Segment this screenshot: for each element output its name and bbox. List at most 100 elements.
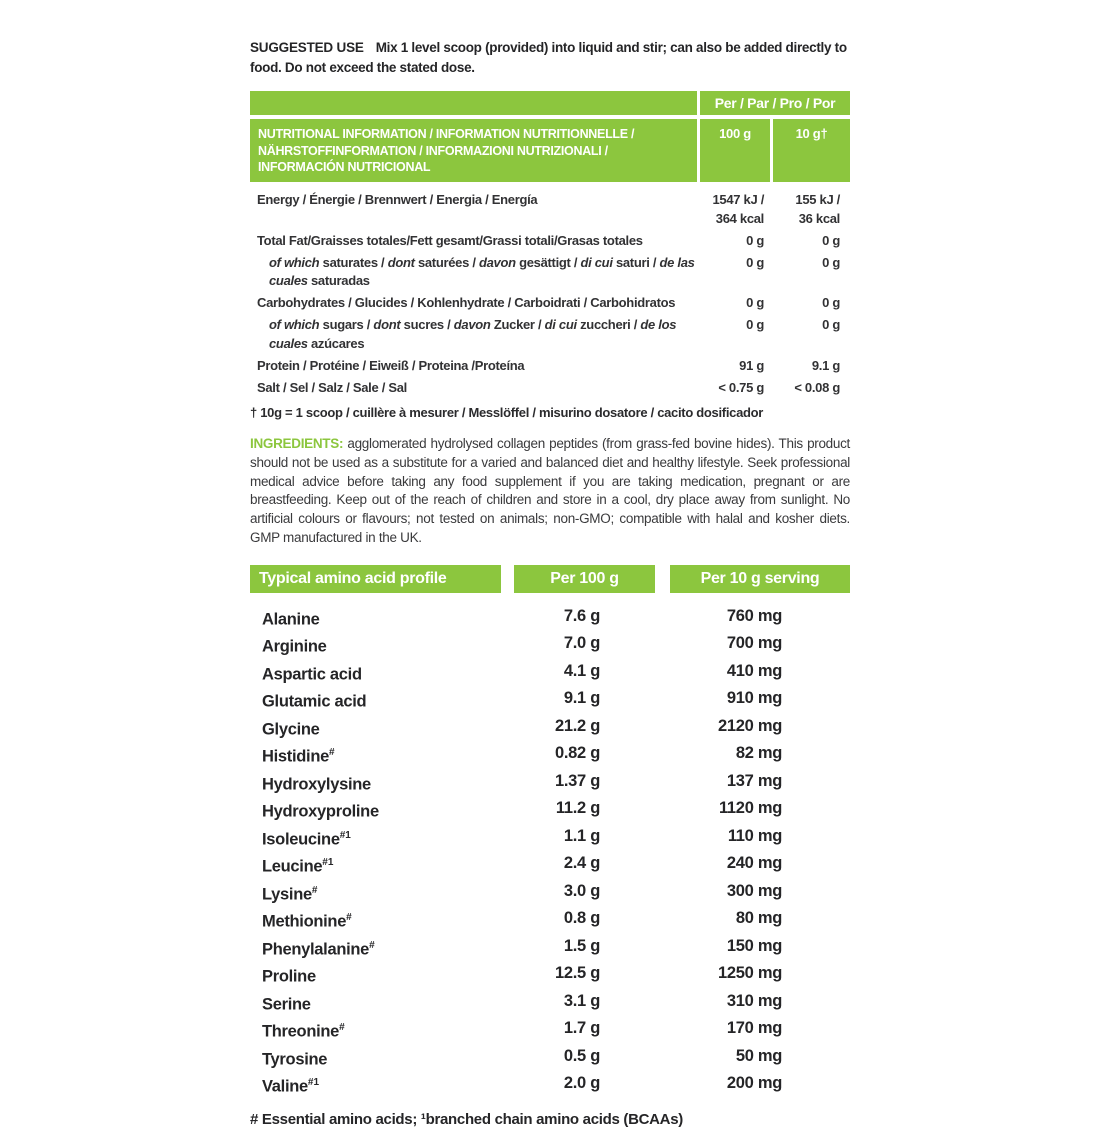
per-header-label: Per / Par / Pro / Por bbox=[700, 91, 850, 115]
column-header-100g: 100 g bbox=[700, 119, 770, 182]
amino-value-100g: 3.0 g bbox=[563, 881, 600, 900]
row-label: Salt / Sel / Salz / Sale / Sal bbox=[257, 379, 407, 395]
row-label: Protein / Protéine / Eiweiß / Proteina /… bbox=[257, 357, 525, 373]
per-header-bar: Per / Par / Pro / Por bbox=[250, 91, 850, 115]
amino-name: Alanine bbox=[262, 610, 320, 629]
value-10g: 0 g bbox=[822, 232, 840, 248]
per-header-spacer bbox=[250, 91, 697, 115]
amino-value-100g: 1.5 g bbox=[563, 936, 600, 955]
amino-value-10g: 110 mg bbox=[727, 826, 782, 845]
amino-value-100g: 0.5 g bbox=[563, 1046, 600, 1065]
amino-value-10g: 200 mg bbox=[726, 1074, 782, 1093]
value-100g: 0 g bbox=[746, 254, 764, 270]
ingredients-section: INGREDIENTS: agglomerated hydrolysed col… bbox=[250, 435, 850, 548]
column-header-10g: 10 g† bbox=[773, 119, 850, 182]
row-label: Total Fat/Graisses totales/Fett gesamt/G… bbox=[257, 232, 643, 248]
amino-value-10g: 170 mg bbox=[726, 1019, 782, 1038]
suggested-use-label: SUGGESTED USE bbox=[250, 40, 364, 55]
ingredients-text: agglomerated hydrolysed collagen peptide… bbox=[250, 436, 850, 545]
amino-row-valine: Valine#1 2.0 g 200 mg bbox=[250, 1071, 850, 1099]
amino-value-100g: 7.0 g bbox=[563, 634, 600, 653]
nutrition-table-title: NUTRITIONAL INFORMATION / INFORMATION NU… bbox=[250, 119, 697, 182]
amino-value-10g: 82 mg bbox=[735, 744, 782, 763]
amino-row-phenylalanine: Phenylalanine# 1.5 g 150 mg bbox=[250, 934, 850, 962]
amino-value-100g: 2.4 g bbox=[563, 854, 600, 873]
amino-table-header: Typical amino acid profile Per 100 g Per… bbox=[250, 564, 850, 593]
amino-row-methionine: Methionine# 0.8 g 80 mg bbox=[250, 906, 850, 934]
amino-value-10g: 150 mg bbox=[726, 936, 782, 955]
amino-value-100g: 3.1 g bbox=[563, 991, 600, 1010]
amino-value-100g: 1.1 g bbox=[563, 826, 600, 845]
table-row-saturates: of which saturates / dont saturées / dav… bbox=[250, 254, 850, 291]
ingredients-label: INGREDIENTS: bbox=[250, 436, 344, 451]
amino-value-100g: 0.8 g bbox=[563, 909, 600, 928]
amino-acid-table: Typical amino acid profile Per 100 g Per… bbox=[250, 564, 850, 1128]
amino-value-10g: 410 mg bbox=[726, 661, 782, 680]
table-row-carbohydrates: Carbohydrates / Glucides / Kohlenhydrate… bbox=[250, 294, 850, 313]
value-10g: 0 g bbox=[822, 295, 840, 310]
row-label: Energy / Énergie / Brennwert / Energia /… bbox=[257, 192, 538, 207]
value-10g: 0 g bbox=[822, 254, 840, 270]
amino-row-tyrosine: Tyrosine 0.5 g 50 mg bbox=[250, 1044, 850, 1072]
row-label: Carbohydrates / Glucides / Kohlenhydrate… bbox=[257, 295, 676, 310]
amino-value-10g: 760 mg bbox=[726, 606, 782, 625]
amino-value-100g: 1.37 g bbox=[555, 771, 600, 790]
table-row-sugars: of which sugars / dont sucres / davon Zu… bbox=[250, 316, 850, 353]
amino-row-histidine: Histidine# 0.82 g 82 mg bbox=[250, 741, 850, 769]
amino-value-100g: 21.2 g bbox=[555, 716, 600, 735]
amino-name: Serine bbox=[262, 995, 311, 1014]
amino-name: Glutamic acid bbox=[262, 692, 367, 711]
amino-value-100g: 2.0 g bbox=[563, 1074, 600, 1093]
amino-value-10g: 50 mg bbox=[735, 1046, 782, 1065]
amino-name: Methionine# bbox=[262, 912, 352, 931]
amino-value-10g: 300 mg bbox=[726, 881, 782, 900]
amino-row-threonine: Threonine# 1.7 g 170 mg bbox=[250, 1016, 850, 1044]
amino-name: Leucine#1 bbox=[262, 857, 334, 876]
amino-row-hydroxylysine: Hydroxylysine 1.37 g 137 mg bbox=[250, 769, 850, 797]
amino-row-serine: Serine 3.1 g 310 mg bbox=[250, 989, 850, 1017]
amino-name: Histidine# bbox=[262, 747, 335, 766]
amino-value-100g: 9.1 g bbox=[563, 689, 600, 708]
value-100g: 91 g bbox=[739, 357, 764, 373]
amino-value-100g: 11.2 g bbox=[555, 799, 600, 818]
amino-name: Isoleucine#1 bbox=[262, 829, 351, 849]
suggested-use-section: SUGGESTED USE Mix 1 level scoop (provided… bbox=[250, 38, 850, 78]
row-label: of which sugars / dont sucres / davon Zu… bbox=[269, 317, 677, 351]
value-100g: 1547 kJ / 364 kcal bbox=[712, 192, 764, 226]
amino-value-10g: 137 mg bbox=[726, 771, 782, 790]
amino-row-glutamic-acid: Glutamic acid 9.1 g 910 mg bbox=[250, 686, 850, 714]
amino-row-alanine: Alanine 7.6 g 760 mg bbox=[250, 604, 850, 632]
essential-amino-footnote: # Essential amino acids; ¹branched chain… bbox=[250, 1110, 683, 1128]
amino-value-10g: 310 mg bbox=[726, 991, 782, 1010]
amino-value-100g: 1.7 g bbox=[563, 1019, 600, 1038]
suggested-use-text: Mix 1 level scoop (provided) into liquid… bbox=[250, 40, 847, 75]
amino-header-per10g: Per 10 g serving bbox=[670, 564, 850, 593]
amino-name: Hydroxyproline bbox=[262, 802, 379, 821]
amino-name: Proline bbox=[262, 967, 316, 986]
amino-header-profile: Typical amino acid profile bbox=[250, 564, 501, 593]
amino-row-arginine: Arginine 7.0 g 700 mg bbox=[250, 631, 850, 659]
amino-name: Lysine# bbox=[262, 884, 318, 904]
amino-name: Hydroxylysine bbox=[262, 775, 371, 794]
scoop-footnote: † 10g = 1 scoop / cuillère à mesurer / M… bbox=[250, 405, 764, 420]
amino-name: Glycine bbox=[262, 720, 320, 739]
value-100g: 0 g bbox=[746, 232, 764, 248]
amino-value-10g: 80 mg bbox=[735, 909, 782, 928]
amino-name: Arginine bbox=[262, 637, 327, 656]
amino-value-10g: 910 mg bbox=[726, 689, 782, 708]
amino-value-10g: 2120 mg bbox=[718, 716, 782, 735]
value-100g: < 0.75 g bbox=[718, 379, 764, 395]
table-row-salt: Salt / Sel / Salz / Sale / Sal < 0.75 g … bbox=[250, 379, 850, 398]
amino-row-glycine: Glycine 21.2 g 2120 mg bbox=[250, 714, 850, 742]
nutrition-rows: Energy / Énergie / Brennwert / Energia /… bbox=[250, 191, 850, 397]
row-label: of which saturates / dont saturées / dav… bbox=[269, 254, 695, 289]
table-row-energy: Energy / Énergie / Brennwert / Energia /… bbox=[250, 191, 850, 228]
amino-name: Aspartic acid bbox=[262, 665, 362, 684]
value-10g: 9.1 g bbox=[811, 357, 840, 373]
amino-value-10g: 700 mg bbox=[726, 634, 782, 653]
amino-row-proline: Proline 12.5 g 1250 mg bbox=[250, 961, 850, 989]
amino-rows: Alanine 7.6 g 760 mg Arginine 7.0 g 700 mg A… bbox=[250, 604, 850, 1099]
nutrition-table: Per / Par / Pro / Por NUTRITIONAL INFORM… bbox=[250, 91, 850, 420]
table-row-protein: Protein / Protéine / Eiweiß / Proteina /… bbox=[250, 357, 850, 376]
amino-row-leucine: Leucine#1 2.4 g 240 mg bbox=[250, 851, 850, 879]
